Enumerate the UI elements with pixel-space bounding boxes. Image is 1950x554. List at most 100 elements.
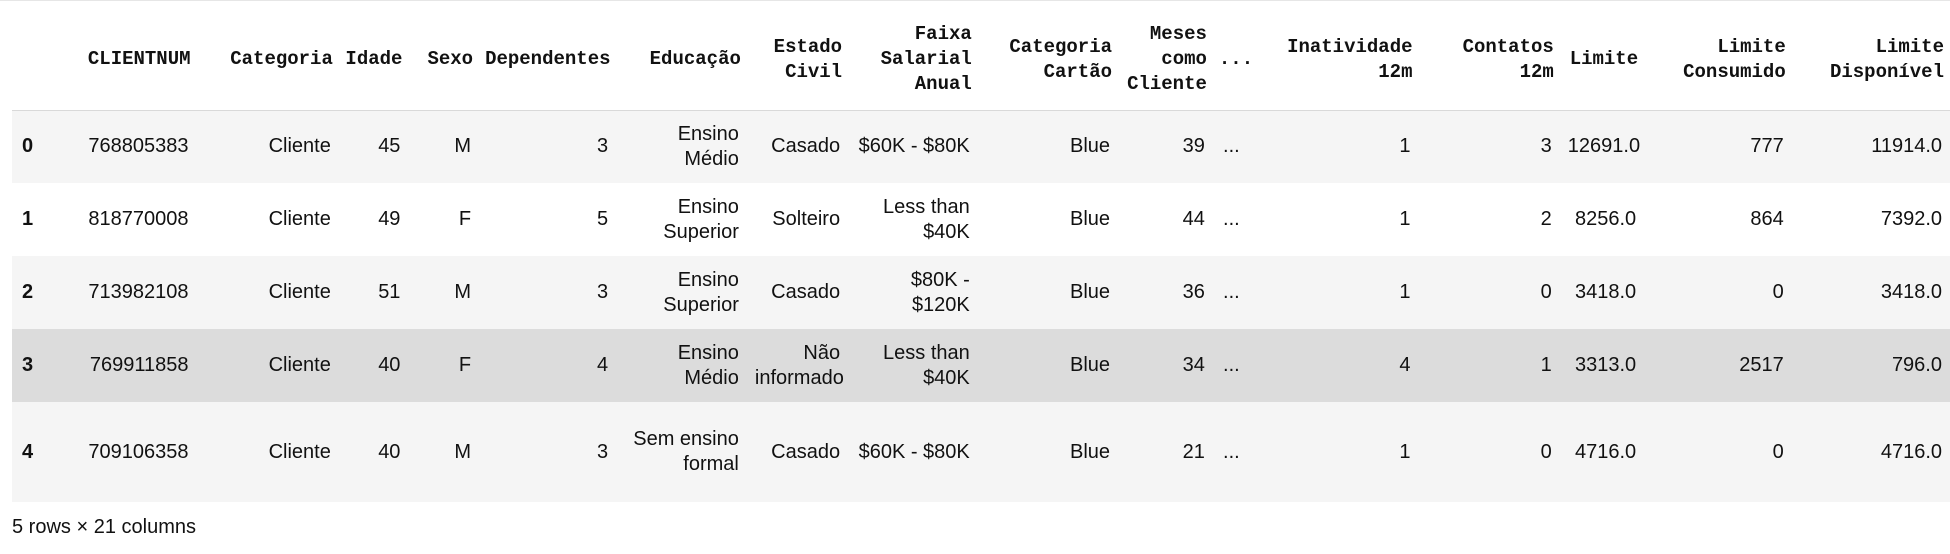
table-cell: 21: [1182, 440, 1205, 463]
table-cell: Ensino Médio: [677, 341, 739, 389]
row-index: 2: [22, 281, 34, 303]
row-index: 0: [22, 135, 34, 158]
index-header: [12, 20, 53, 111]
table-cell: 51: [378, 281, 401, 303]
table-cell: 4716.0: [1880, 440, 1942, 463]
table-cell: 3313.0: [1574, 354, 1637, 376]
table-cell: 49: [378, 208, 401, 230]
ellipsis-cell: ...: [1223, 135, 1240, 158]
header-row: CLIENTNUM Categoria Idade Sexo Dependent…: [12, 20, 1950, 111]
column-header: Idade: [338, 20, 409, 111]
table-cell: 4716.0: [1574, 440, 1637, 463]
table-cell: 777: [1750, 135, 1784, 158]
column-header: Sexo: [408, 20, 480, 111]
column-header: Meses como Cliente: [1118, 20, 1213, 111]
table-cell: Cliente: [268, 135, 331, 158]
table-cell: Cliente: [268, 354, 331, 376]
table-cell: Ensino Superior: [663, 268, 739, 316]
table-cell: 768805383: [88, 135, 189, 158]
table-row: 0 768805383 Cliente 45 M 3 Ensino Médio …: [12, 110, 1950, 183]
table-cell: Cliente: [268, 281, 331, 303]
table-cell: F: [458, 208, 472, 230]
table-cell: 2: [1540, 208, 1552, 230]
table-cell: 1: [1399, 208, 1411, 230]
column-header: Contatos 12m: [1418, 20, 1560, 111]
table-cell: Blue: [1069, 354, 1111, 376]
table-cell: 36: [1182, 281, 1205, 303]
table-cell: 2517: [1739, 354, 1784, 376]
column-header: Estado Civil: [746, 20, 849, 111]
table-cell: M: [454, 440, 472, 463]
row-index: 3: [22, 354, 34, 376]
table-row: 4 709106358 Cliente 40 M 3 Sem ensino fo…: [12, 402, 1950, 502]
ellipsis-cell: ...: [1223, 354, 1240, 376]
ellipsis-column-header: ...: [1212, 20, 1253, 111]
column-header: Limite Consumido: [1644, 20, 1792, 111]
ellipsis-cell: ...: [1223, 440, 1240, 463]
table-cell: Cliente: [268, 440, 331, 463]
ellipsis-cell: ...: [1223, 281, 1240, 303]
table-cell: 7392.0: [1880, 208, 1942, 230]
table-cell: Casado: [771, 135, 841, 158]
table-cell: 0: [1772, 281, 1784, 303]
column-header: Limite Disponível: [1791, 20, 1950, 111]
table-cell: Ensino Médio: [677, 122, 739, 170]
column-header: Dependentes: [479, 20, 617, 111]
table-cell: Blue: [1069, 208, 1111, 230]
table-cell: 5: [597, 208, 609, 230]
table-cell: 769911858: [89, 354, 189, 376]
table-cell: 34: [1182, 354, 1205, 376]
table-cell: 40: [378, 354, 401, 376]
table-cell: $80K - $120K: [910, 268, 970, 316]
table-cell: Blue: [1069, 135, 1111, 158]
table-cell: 3: [597, 281, 609, 303]
table-cell: 1: [1399, 440, 1411, 463]
table-cell: Blue: [1069, 440, 1111, 463]
table-cell: 3: [597, 135, 609, 158]
table-cell: Less than $40K: [883, 341, 970, 389]
table-cell: 40: [378, 440, 401, 463]
table-cell: 796.0: [1891, 354, 1942, 376]
table-cell: 1: [1399, 135, 1411, 158]
table-cell: 0: [1772, 440, 1784, 463]
table-cell: 3418.0: [1880, 281, 1942, 303]
table-cell: Cliente: [268, 208, 331, 230]
table-cell: 864: [1750, 208, 1784, 230]
table-cell: M: [454, 281, 472, 303]
table-row-highlighted: 3 769911858 Cliente 40 F 4 Ensino Médio …: [12, 329, 1950, 402]
ellipsis-cell: ...: [1223, 208, 1240, 230]
column-header: Limite: [1559, 20, 1645, 111]
table-cell: 3418.0: [1574, 281, 1637, 303]
column-header: Categoria: [196, 20, 339, 111]
table-cell: F: [458, 354, 472, 376]
dataframe-shape-caption: 5 rows × 21 columns: [12, 516, 196, 538]
table-cell: Não informado: [754, 341, 844, 389]
table-cell: M: [454, 135, 472, 158]
table-cell: Solteiro: [772, 208, 841, 230]
table-body: 0 768805383 Cliente 45 M 3 Ensino Médio …: [12, 110, 1950, 502]
table-row: 1 818770008 Cliente 49 F 5 Ensino Superi…: [12, 183, 1950, 256]
column-header: Categoria Cartão: [977, 20, 1119, 111]
table-cell: 39: [1182, 135, 1205, 158]
table-cell: Less than $40K: [883, 195, 970, 243]
table-cell: Casado: [771, 281, 841, 303]
row-index: 1: [22, 208, 34, 230]
column-header: CLIENTNUM: [52, 20, 197, 111]
table-cell: 44: [1182, 208, 1205, 230]
table-cell: 4: [1399, 354, 1411, 376]
table-cell: 11914.0: [1871, 135, 1942, 158]
table-cell: 1: [1399, 281, 1411, 303]
table-cell: Blue: [1069, 281, 1111, 303]
table-cell: Ensino Superior: [663, 195, 739, 243]
table-cell: 3: [597, 440, 609, 463]
column-header: Faixa Salarial Anual: [848, 20, 978, 111]
table-cell: 3: [1540, 135, 1552, 158]
dataframe-table: CLIENTNUM Categoria Idade Sexo Dependent…: [12, 20, 1950, 502]
table-cell: 8256.0: [1574, 208, 1637, 230]
table-cell: 709106358: [88, 440, 189, 463]
output-divider: [0, 0, 1950, 1]
table-cell: 4: [597, 354, 609, 376]
column-header: Educação: [616, 20, 747, 111]
row-index: 4: [22, 440, 34, 463]
